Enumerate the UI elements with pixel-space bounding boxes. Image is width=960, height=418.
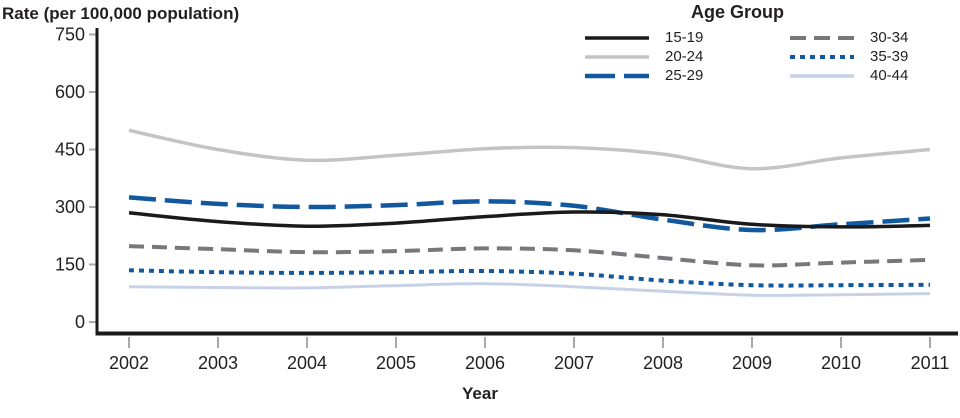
- x-tick-label: 2005: [376, 353, 416, 373]
- series-line-20-24: [128, 128, 931, 171]
- legend-label: 15-19: [665, 29, 704, 46]
- legend-grid: 15-19 20-24 25-29 30-34 35-39 40-44: [585, 28, 960, 85]
- legend-line-icon: [585, 73, 649, 78]
- legend-label: 35-39: [870, 48, 909, 65]
- x-tick-label: 2008: [643, 353, 683, 373]
- x-tick-label: 2010: [821, 353, 861, 373]
- legend-line-icon: [790, 73, 854, 78]
- legend-line-icon: [585, 54, 649, 59]
- series-line-40-44: [128, 282, 931, 297]
- legend-label: 25-29: [665, 67, 704, 84]
- legend-item: 25-29: [585, 66, 755, 85]
- x-axis-title: Year: [462, 384, 498, 403]
- legend-label: 20-24: [665, 48, 704, 65]
- legend-line-icon: [790, 54, 854, 59]
- legend-line-icon: [585, 35, 649, 40]
- x-tick-label: 2006: [465, 353, 505, 373]
- y-tick-label: 600: [55, 82, 85, 102]
- series-line-35-39: [128, 268, 931, 288]
- legend-item: 15-19: [585, 28, 755, 47]
- x-tick-label: 2011: [911, 353, 950, 373]
- x-tick-label: 2009: [732, 353, 772, 373]
- x-tick-label: 2007: [554, 353, 594, 373]
- x-tick-label: 2003: [198, 353, 238, 373]
- x-tick-label: 2002: [109, 353, 149, 373]
- legend-title: Age Group: [691, 2, 784, 22]
- legend-line-icon: [790, 35, 854, 40]
- series-line-25-29: [128, 195, 931, 233]
- legend: Age Group 15-19 20-24 25-29 30-34 35-39: [585, 0, 960, 85]
- legend-item: 20-24: [585, 47, 755, 66]
- legend-label: 30-34: [870, 29, 909, 46]
- legend-label: 40-44: [870, 67, 909, 84]
- y-tick-label: 750: [55, 25, 85, 45]
- legend-item: 40-44: [790, 66, 960, 85]
- y-tick-label: 300: [55, 197, 85, 217]
- legend-item: 35-39: [790, 47, 960, 66]
- x-tick-label: 2004: [287, 353, 327, 373]
- series-line-30-34: [128, 244, 931, 268]
- y-tick-label: 450: [55, 140, 85, 160]
- series-line-15-19: [128, 210, 931, 229]
- y-tick-label: 150: [55, 255, 85, 275]
- y-tick-label: 0: [75, 312, 85, 332]
- legend-item: 30-34: [790, 28, 960, 47]
- y-axis-title: Rate (per 100,000 population): [2, 4, 240, 23]
